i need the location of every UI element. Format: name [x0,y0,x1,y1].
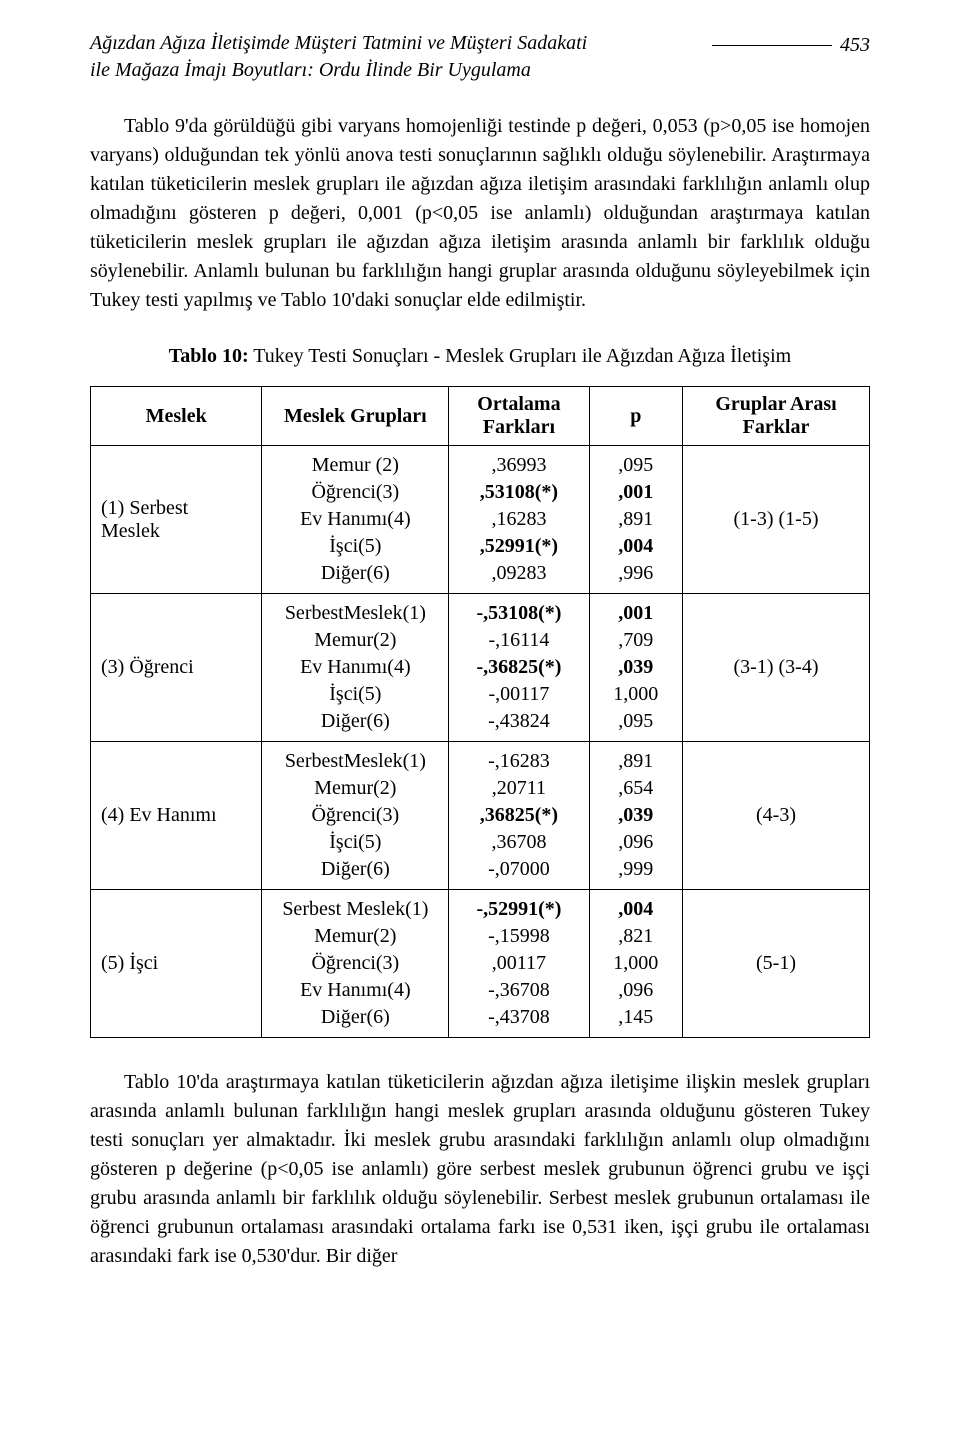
groups-cell: Memur (2)Öğrenci(3)Ev Hanımı(4)İşci(5)Di… [262,446,449,594]
between-cell: (3-1) (3-4) [683,594,870,742]
page-number: 453 [840,34,870,57]
table-row: (5) İşciSerbest Meslek(1)Memur(2)Öğrenci… [91,890,870,1038]
table-10-head: Meslek Meslek Grupları Ortalama Farkları… [91,387,870,446]
between-cell: (1-3) (1-5) [683,446,870,594]
diffs-cell: -,52991(*)-,15998,00117-,36708-,43708 [449,890,589,1038]
col-ortalama: Ortalama Farkları [449,387,589,446]
between-cell: (5-1) [683,890,870,1038]
groups-cell: SerbestMeslek(1)Memur(2)Ev Hanımı(4)İşci… [262,594,449,742]
table-10: Meslek Meslek Grupları Ortalama Farkları… [90,386,870,1038]
paragraph-2: Tablo 10'da araştırmaya katılan tüketici… [90,1068,870,1271]
row-label: (3) Öğrenci [91,594,262,742]
diffs-cell: -,16283,20711,36825(*),36708-,07000 [449,742,589,890]
page: Ağızdan Ağıza İletişimde Müşteri Tatmini… [0,0,960,1450]
p-cell: ,891,654,039,096,999 [589,742,682,890]
header-title-line1: Ağızdan Ağıza İletişimde Müşteri Tatmini… [90,32,587,54]
table-10-body: (1) Serbest MeslekMemur (2)Öğrenci(3)Ev … [91,446,870,1038]
groups-cell: SerbestMeslek(1)Memur(2)Öğrenci(3)İşci(5… [262,742,449,890]
row-label: (1) Serbest Meslek [91,446,262,594]
between-cell: (4-3) [683,742,870,890]
page-number-rule [712,45,832,46]
diffs-cell: ,36993,53108(*),16283,52991(*),09283 [449,446,589,594]
col-p: p [589,387,682,446]
row-label: (5) İşci [91,890,262,1038]
row-label: (4) Ev Hanımı [91,742,262,890]
header-title: Ağızdan Ağıza İletişimde Müşteri Tatmini… [90,30,587,84]
running-header: Ağızdan Ağıza İletişimde Müşteri Tatmini… [90,30,870,84]
col-meslek-gruplari: Meslek Grupları [262,387,449,446]
page-number-wrap: 453 [712,34,870,57]
p-cell: ,001,709,0391,000,095 [589,594,682,742]
paragraph-1: Tablo 9'da görüldüğü gibi varyans homoje… [90,112,870,315]
col-meslek: Meslek [91,387,262,446]
p-cell: ,095,001,891,004,996 [589,446,682,594]
table-10-title: Tablo 10: Tukey Testi Sonuçları - Meslek… [90,345,870,368]
header-title-line2: ile Mağaza İmajı Boyutları: Ordu İlinde … [90,59,531,81]
groups-cell: Serbest Meslek(1)Memur(2)Öğrenci(3)Ev Ha… [262,890,449,1038]
table-10-title-bold: Tablo 10: [169,345,249,367]
table-10-header-row: Meslek Meslek Grupları Ortalama Farkları… [91,387,870,446]
table-row: (4) Ev HanımıSerbestMeslek(1)Memur(2)Öğr… [91,742,870,890]
table-10-title-rest: Tukey Testi Sonuçları - Meslek Grupları … [249,345,792,367]
p-cell: ,004,8211,000,096,145 [589,890,682,1038]
table-row: (1) Serbest MeslekMemur (2)Öğrenci(3)Ev … [91,446,870,594]
table-row: (3) ÖğrenciSerbestMeslek(1)Memur(2)Ev Ha… [91,594,870,742]
diffs-cell: -,53108(*)-,16114-,36825(*)-,00117-,4382… [449,594,589,742]
col-gruplar-arasi: Gruplar Arası Farklar [683,387,870,446]
